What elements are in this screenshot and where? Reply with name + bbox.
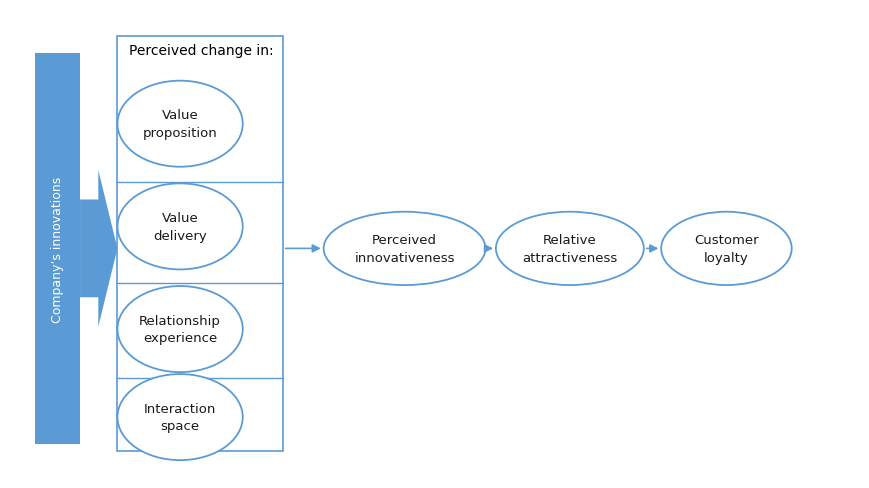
Ellipse shape [495,212,643,285]
Text: Value
proposition: Value proposition [143,109,217,140]
Text: Relationship
experience: Relationship experience [139,314,221,345]
Text: Value
delivery: Value delivery [153,212,207,242]
Text: Relative
attractiveness: Relative attractiveness [521,234,617,264]
Text: Company’s innovations: Company’s innovations [51,176,63,322]
Ellipse shape [117,81,242,167]
Ellipse shape [117,374,242,460]
Text: Customer
loyalty: Customer loyalty [693,234,758,264]
Polygon shape [35,54,80,444]
Text: Perceived change in:: Perceived change in: [129,44,273,58]
Polygon shape [80,171,117,327]
Ellipse shape [660,212,791,285]
FancyBboxPatch shape [117,37,282,451]
Ellipse shape [117,286,242,372]
Text: Perceived
innovativeness: Perceived innovativeness [354,234,454,264]
Ellipse shape [117,184,242,270]
Text: Interaction
space: Interaction space [143,402,216,432]
Ellipse shape [323,212,485,285]
